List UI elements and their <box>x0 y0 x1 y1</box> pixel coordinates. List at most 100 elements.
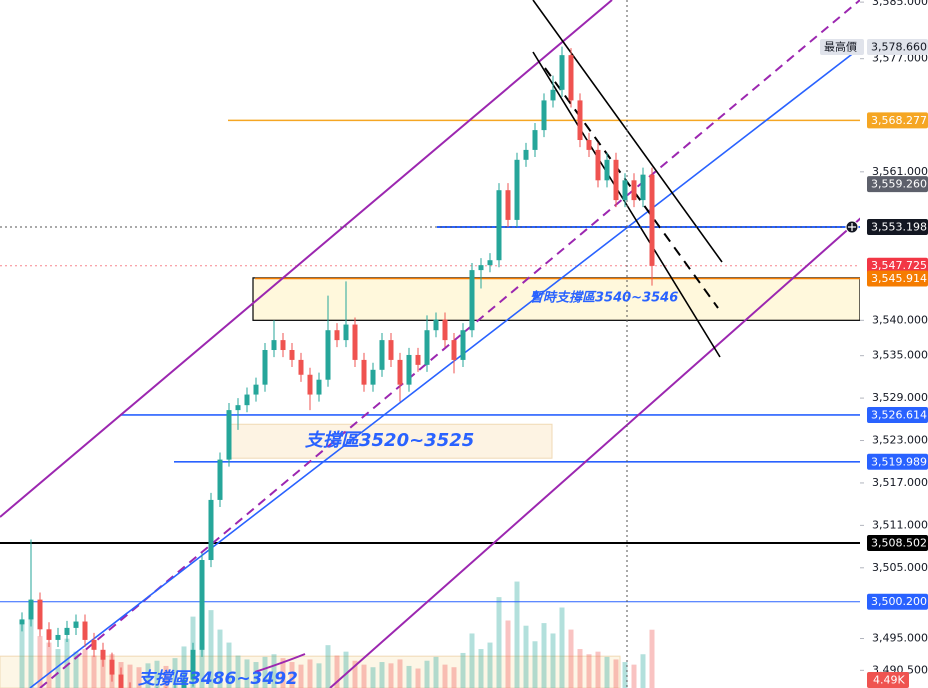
candle-body <box>586 140 592 150</box>
volume-bar <box>469 633 475 688</box>
candle-body <box>46 629 52 640</box>
volume-bar <box>388 663 394 688</box>
candle-body <box>388 340 394 360</box>
candle-body <box>325 330 331 380</box>
price-badge <box>867 270 928 287</box>
volume-bar <box>550 633 556 688</box>
candle-body <box>118 674 124 688</box>
annotations: 暫時支撐區3540~3546 支撐區3520~3525 支撐區3486~3492 <box>138 290 678 688</box>
candle-body <box>541 100 547 131</box>
candle-body <box>559 55 565 90</box>
price-badge <box>867 176 928 193</box>
price-badge <box>867 112 928 129</box>
volume-bar <box>487 642 493 688</box>
candle-body <box>334 330 340 341</box>
volume-bar <box>343 651 349 688</box>
volume-bar <box>28 603 34 688</box>
candle-body <box>577 100 583 141</box>
zone-box <box>227 423 553 459</box>
volume-bar <box>568 629 574 688</box>
candle-body <box>262 350 268 385</box>
zone-box <box>252 277 861 321</box>
volume-bar <box>379 662 385 688</box>
channel-middle <box>39 0 861 688</box>
candle-body <box>406 354 412 385</box>
price-axis <box>860 0 928 688</box>
volume-bar <box>397 659 403 688</box>
candle-body <box>424 330 430 365</box>
volume-bar <box>316 663 322 688</box>
volume-bar <box>631 664 637 688</box>
candle-body <box>631 180 637 201</box>
volume-bar <box>370 667 376 688</box>
volume-bar <box>415 668 421 688</box>
candle-body <box>505 190 511 220</box>
trend-line <box>29 47 861 688</box>
candle-body <box>226 410 232 460</box>
volume-bar <box>640 654 646 688</box>
price-badge <box>867 453 928 470</box>
candle-body <box>37 599 43 630</box>
volume-bar <box>244 659 250 688</box>
volume-bar <box>442 664 448 688</box>
volume-bar <box>622 662 628 688</box>
price-badge-label: 3,559.260 <box>871 178 927 191</box>
candle-body <box>244 394 250 406</box>
price-badge-label: 3,578.660 <box>871 40 927 53</box>
volume-bar <box>208 610 214 688</box>
volume-bar <box>532 641 538 688</box>
volume-bar <box>460 652 466 688</box>
candle-body <box>91 639 97 650</box>
volume-bar <box>136 667 142 688</box>
y-tick-label: 3,540.000 <box>872 313 928 326</box>
y-tick-label: 3,561.000 <box>872 165 928 178</box>
volume-bar <box>478 649 484 688</box>
crosshair-plus <box>848 222 856 231</box>
price-badge-label: 3,568.277 <box>871 114 927 127</box>
volume-bar <box>496 597 502 688</box>
price-badge-label: 3,526.614 <box>871 408 927 421</box>
volume-bar <box>172 658 178 688</box>
volume-bar <box>451 667 457 688</box>
candle-body <box>109 659 115 675</box>
candle-body <box>64 627 70 635</box>
candle-body <box>253 384 259 395</box>
volume-bar <box>46 642 52 688</box>
price-badge <box>867 535 928 552</box>
drawings <box>0 0 863 688</box>
volume-bar <box>586 654 592 688</box>
volume-bar <box>595 651 601 688</box>
volume-bar <box>577 649 583 688</box>
tag-label: 最高價 <box>824 39 857 53</box>
volume-bar <box>649 629 655 688</box>
volume-bar <box>91 655 97 688</box>
volume-bar <box>217 629 223 688</box>
candle-body <box>82 621 88 640</box>
price-badge <box>867 257 928 274</box>
volume-bar <box>352 660 358 688</box>
volume-bar <box>262 656 268 688</box>
price-badge-label: 3,508.502 <box>871 537 927 550</box>
candle-body <box>370 369 376 385</box>
candle-body <box>280 340 286 351</box>
price-axis-labels: 3,585.0003,577.0003,561.0003,540.0003,53… <box>820 0 928 688</box>
candle-body <box>271 340 277 351</box>
price-badge-label: 3,500.200 <box>871 595 927 608</box>
volume-bar <box>307 659 313 688</box>
volume-bar <box>514 581 520 688</box>
volume-bar <box>289 662 295 688</box>
volume-bar <box>163 665 169 688</box>
volume-bar <box>505 620 511 688</box>
y-tick-label: 3,535.000 <box>872 349 928 362</box>
volume-bar <box>226 642 232 688</box>
price-badge-label: 3,545.914 <box>871 272 927 285</box>
candle-body <box>73 621 79 628</box>
candle-body <box>595 149 601 181</box>
candle-body <box>289 350 295 360</box>
curve <box>254 653 306 673</box>
candle-body <box>649 174 655 266</box>
volume-bar <box>100 659 106 688</box>
candle-body <box>190 649 196 680</box>
y-tick-label: 3,495.000 <box>872 632 928 645</box>
